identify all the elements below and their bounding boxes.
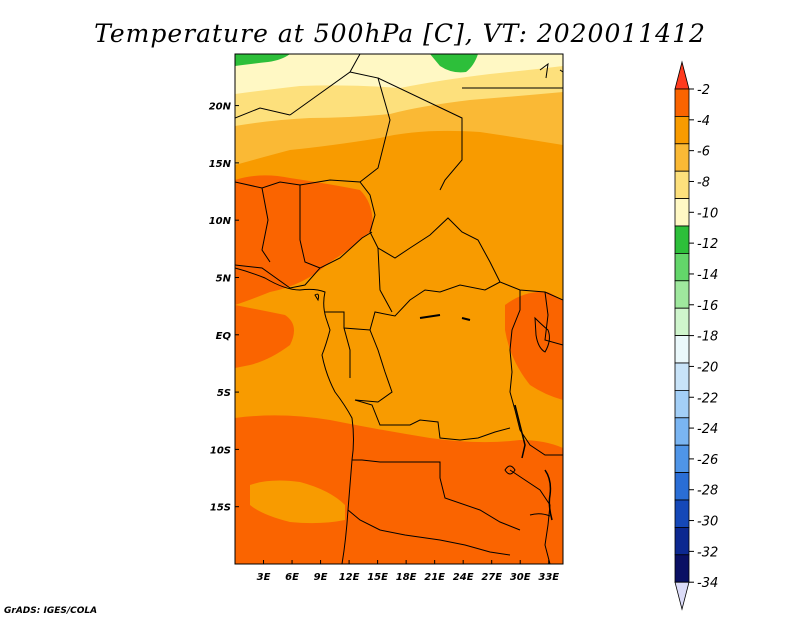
colorbar-swatch (674, 307, 690, 337)
colorbar-swatch (674, 170, 690, 199)
colorbar-swatch (674, 198, 690, 227)
colorbar-label: -30 (697, 515, 718, 530)
colorbar-label: -18 (697, 330, 718, 345)
field-warm-east-lakes (505, 291, 563, 400)
map-frame (234, 53, 564, 565)
colorbar-swatch (674, 472, 690, 501)
field-pocket-angola (250, 480, 345, 524)
country-borders (235, 54, 563, 564)
lon-tick-label: 18E (396, 572, 417, 583)
colorbar-label: -34 (697, 576, 718, 591)
lon-tick-label: 3E (257, 572, 271, 583)
colorbar-top-triangle (674, 60, 690, 90)
colorbar-label: -24 (697, 422, 718, 437)
colorbar-swatch (674, 499, 690, 528)
colorbar-swatch (674, 88, 690, 117)
colorbar-swatch (674, 527, 690, 556)
colorbar-label: -10 (697, 206, 718, 221)
colorbar-label: -26 (697, 453, 718, 468)
field-patch-minus12-to-minus14-central (430, 54, 478, 73)
colorbar-label: -28 (697, 484, 718, 499)
lat-tick-label: 20N (209, 102, 232, 113)
figure-title: Temperature at 500hPa [C], VT: 202001141… (94, 19, 706, 48)
lon-tick-label: 15E (367, 572, 388, 583)
field-warm-west-africa (235, 175, 373, 305)
lat-tick-label: EQ (216, 331, 232, 342)
colorbar-swatch (674, 116, 690, 145)
colorbar-swatch (674, 444, 690, 474)
lon-tick-label: 27E (481, 572, 502, 583)
colorbar-label: -14 (697, 268, 718, 283)
lon-tick-label: 24E (453, 572, 474, 583)
field-band-minus10-to-minus12 (235, 54, 563, 94)
colorbar-label: -22 (697, 391, 718, 406)
latitude-axis: 20N 15N 10N 5N EQ 5S 10S 15S (209, 102, 239, 514)
colorbar-swatch (674, 143, 690, 172)
colorbar-label: -6 (697, 145, 710, 160)
lat-tick-label: 5S (217, 388, 231, 399)
lat-tick-label: 10N (209, 216, 232, 227)
colorbar-label: -16 (697, 299, 718, 314)
lon-tick-label: 33E (538, 572, 559, 583)
colorbar-label: -4 (697, 114, 710, 129)
colorbar-swatch (674, 335, 690, 364)
grads-credit: GrADS: IGES/COLA (4, 606, 97, 616)
colorbar-label: -12 (697, 237, 718, 252)
field-warm-gulf-guinea (235, 305, 294, 368)
temperature-field (235, 54, 563, 564)
colorbar-label: -20 (697, 360, 718, 375)
colorbar-swatch (674, 362, 690, 391)
longitude-axis: 3E 6E 9E 12E 15E 18E 21E 24E 27E 30E 33E (257, 560, 559, 583)
colorbar-label: -32 (697, 545, 718, 560)
lat-tick-label: 15N (209, 159, 232, 170)
map-panel: 20N 15N 10N 5N EQ 5S 10S 15S 3E 6E 9E 12E 15E 18E 21E… (209, 53, 564, 583)
colorbar-label: -2 (697, 83, 710, 98)
colorbar-swatch (674, 389, 690, 419)
colorbar-swatch (674, 252, 690, 282)
lon-tick-label: 30E (510, 572, 531, 583)
colorbar-swatch (674, 225, 690, 254)
field-warm-southern-africa (235, 415, 563, 564)
lon-tick-label: 12E (339, 572, 360, 583)
lon-tick-label: 6E (285, 572, 299, 583)
colorbar-bottom-triangle (674, 581, 690, 611)
colorbar-swatch (674, 554, 690, 583)
lat-tick-label: 10S (210, 445, 231, 456)
field-patch-minus12-to-minus14-west (235, 54, 290, 66)
colorbar: -2 -4 -6 -8 -10 -12 -14 -16 -18 -20 -22 -24 -26 -28 -3… (674, 60, 718, 611)
lat-tick-label: 5N (216, 273, 232, 284)
lat-tick-label: 15S (210, 503, 231, 514)
colorbar-swatch (674, 417, 690, 446)
colorbar-swatch (674, 280, 690, 309)
lon-tick-label: 9E (314, 572, 328, 583)
lon-tick-label: 21E (424, 572, 445, 583)
colorbar-label: -8 (697, 175, 710, 190)
